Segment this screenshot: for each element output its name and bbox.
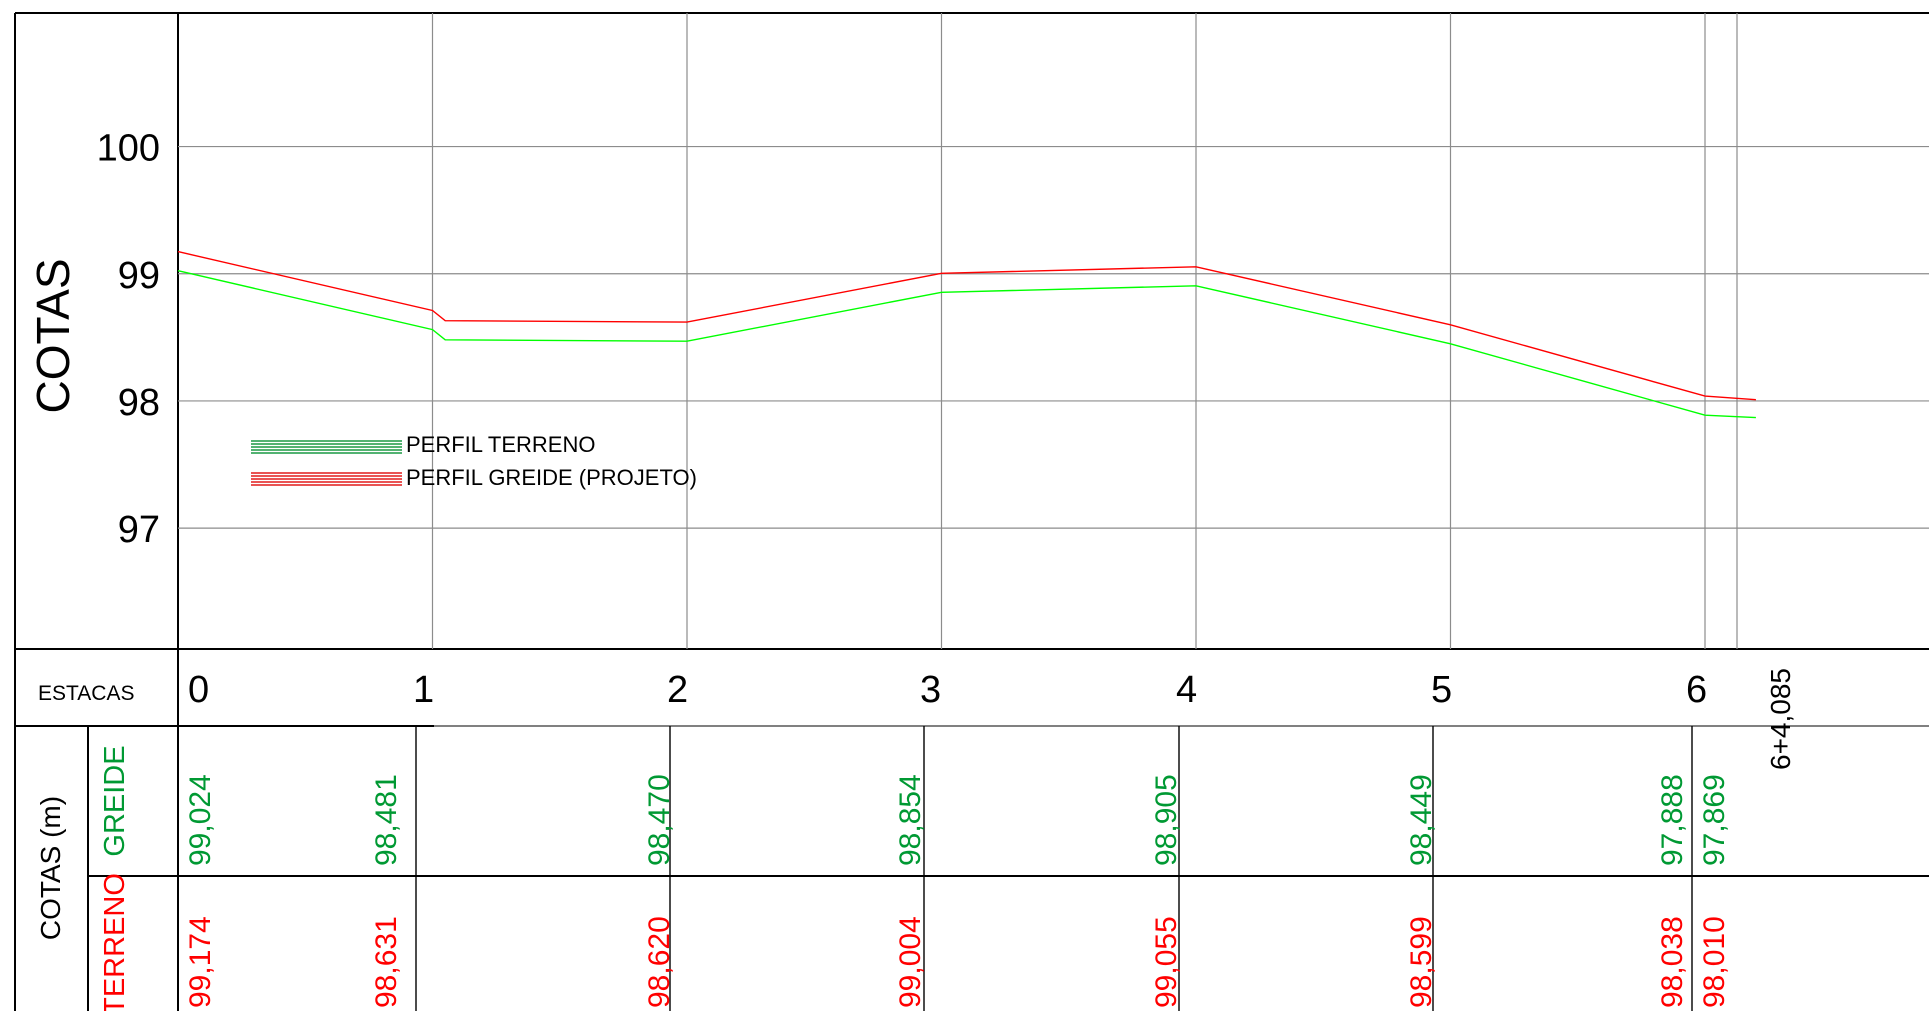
y-tick-label: 97 — [118, 509, 160, 551]
y-tick-label: 99 — [118, 255, 160, 297]
greide-value: 98,449 — [1405, 774, 1438, 866]
legend-label-greide: PERFIL GREIDE (PROJETO) — [406, 465, 697, 490]
greide-value: 98,481 — [370, 774, 403, 866]
greide-label: GREIDE — [99, 745, 131, 856]
station-labels: 01234567 — [188, 669, 1707, 711]
legend-swatch-greide — [251, 472, 402, 486]
frame — [14, 12, 1929, 1011]
greide-value: 97,869 — [1698, 774, 1731, 866]
series-group — [177, 250, 1756, 419]
greide-value: 98,905 — [1150, 774, 1183, 866]
greide-value: 99,024 — [184, 774, 217, 866]
terreno-value: 98,038 — [1656, 916, 1689, 1008]
legend: PERFIL TERRENO PERFIL GREIDE (PROJETO) — [251, 432, 697, 490]
terreno-value: 98,631 — [370, 916, 403, 1008]
terreno-value: 98,620 — [643, 916, 676, 1008]
estacas-label: ESTACAS — [38, 682, 134, 705]
legend-label-terreno: PERFIL TERRENO — [406, 432, 595, 457]
end-station-label: 6+4,085 — [1765, 668, 1796, 770]
station-label: 0 — [188, 669, 209, 711]
terreno-value-row: 99,174 98,631 98,620 99,004 99,055 98,599 98,0… — [184, 916, 1731, 1008]
terreno-value: 99,004 — [894, 916, 927, 1008]
legend-swatch-terreno — [251, 440, 402, 454]
station-label: 3 — [920, 669, 941, 711]
y-axis-title: COTAS — [27, 258, 79, 413]
terreno-value: 98,010 — [1698, 916, 1731, 1008]
series-line-greide — [177, 250, 1756, 401]
terreno-value: 99,055 — [1150, 916, 1183, 1008]
greide-value-row: 99,024 98,481 98,470 98,854 98,905 98,449 97,8… — [184, 774, 1731, 866]
table-column-lines — [415, 726, 1693, 1011]
station-label: 6 — [1686, 669, 1707, 711]
terreno-value: 98,599 — [1405, 916, 1438, 1008]
station-label: 4 — [1176, 669, 1197, 711]
series-line-terreno — [177, 270, 1756, 419]
station-label: 2 — [667, 669, 688, 711]
cotas-label: COTAS (m) — [35, 796, 66, 940]
greide-value: 97,888 — [1656, 774, 1689, 866]
y-tick-label: 98 — [118, 382, 160, 424]
y-tick-label: 100 — [97, 128, 160, 170]
greide-value: 98,470 — [643, 774, 676, 866]
terreno-label: TERRENO — [99, 873, 131, 1011]
station-label: 1 — [413, 669, 434, 711]
grid — [178, 13, 1929, 649]
greide-value: 98,854 — [894, 774, 927, 866]
y-tick-labels: 97 98 99 100 — [97, 128, 160, 552]
terreno-value: 99,174 — [184, 916, 217, 1008]
station-label: 5 — [1431, 669, 1452, 711]
